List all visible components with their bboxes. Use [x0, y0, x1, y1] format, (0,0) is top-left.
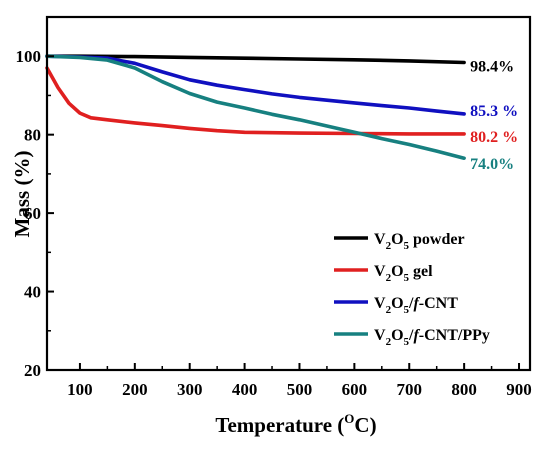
- y-tick-label: 80: [24, 126, 41, 145]
- x-tick-label: 600: [342, 380, 368, 399]
- series-line-cnt: [45, 54, 466, 116]
- y-axis-title: Mass (%): [10, 151, 34, 238]
- legend-label-ppy: V2O5/f-CNT/PPy: [374, 327, 490, 348]
- y-tick-label: 20: [24, 361, 41, 380]
- y-tick-label: 60: [24, 204, 41, 223]
- x-tick-label: 300: [177, 380, 203, 399]
- x-tick-label: 500: [287, 380, 313, 399]
- x-tick-label: 400: [232, 380, 258, 399]
- end-label-powder: 98.4%: [470, 58, 514, 75]
- series-layer: [45, 54, 466, 160]
- x-tick-label: 700: [397, 380, 423, 399]
- end-label-ppy: 74.0%: [470, 156, 514, 173]
- x-tick-label: 800: [451, 380, 477, 399]
- x-tick-label: 200: [122, 380, 148, 399]
- series-line-ppy: [45, 54, 466, 160]
- x-axis-title-sup: O: [344, 411, 354, 426]
- end-label-layer: 98.4% 80.2 % 85.3 % 74.0%: [470, 58, 518, 173]
- x-axis-title: Temperature (OC): [215, 411, 376, 437]
- x-tick-label: 100: [67, 380, 93, 399]
- end-label-gel: 80.2 %: [470, 129, 518, 146]
- x-axis-title-text: Temperature (: [215, 413, 344, 437]
- x-tick-label: 900: [506, 380, 532, 399]
- y-tick-label: 100: [16, 47, 42, 66]
- plot-frame: [45, 15, 532, 372]
- legend-label-powder: V2O5 powder: [374, 231, 465, 252]
- y-tick-label: 40: [24, 283, 41, 302]
- x-axis-title-tail: C): [354, 413, 376, 437]
- legend-label-gel: V2O5 gel: [374, 263, 433, 284]
- legend: V2O5 powder V2O5 gel V2O5/f-CNT V2O5/f-CNT/…: [334, 231, 490, 348]
- axis-layer: 100 200 300 400 500 600 700 800 900 20 40 60 80 100: [16, 47, 532, 399]
- series-line-gel: [45, 66, 466, 136]
- end-label-cnt: 85.3 %: [470, 103, 518, 120]
- legend-label-cnt: V2O5/f-CNT: [374, 295, 458, 316]
